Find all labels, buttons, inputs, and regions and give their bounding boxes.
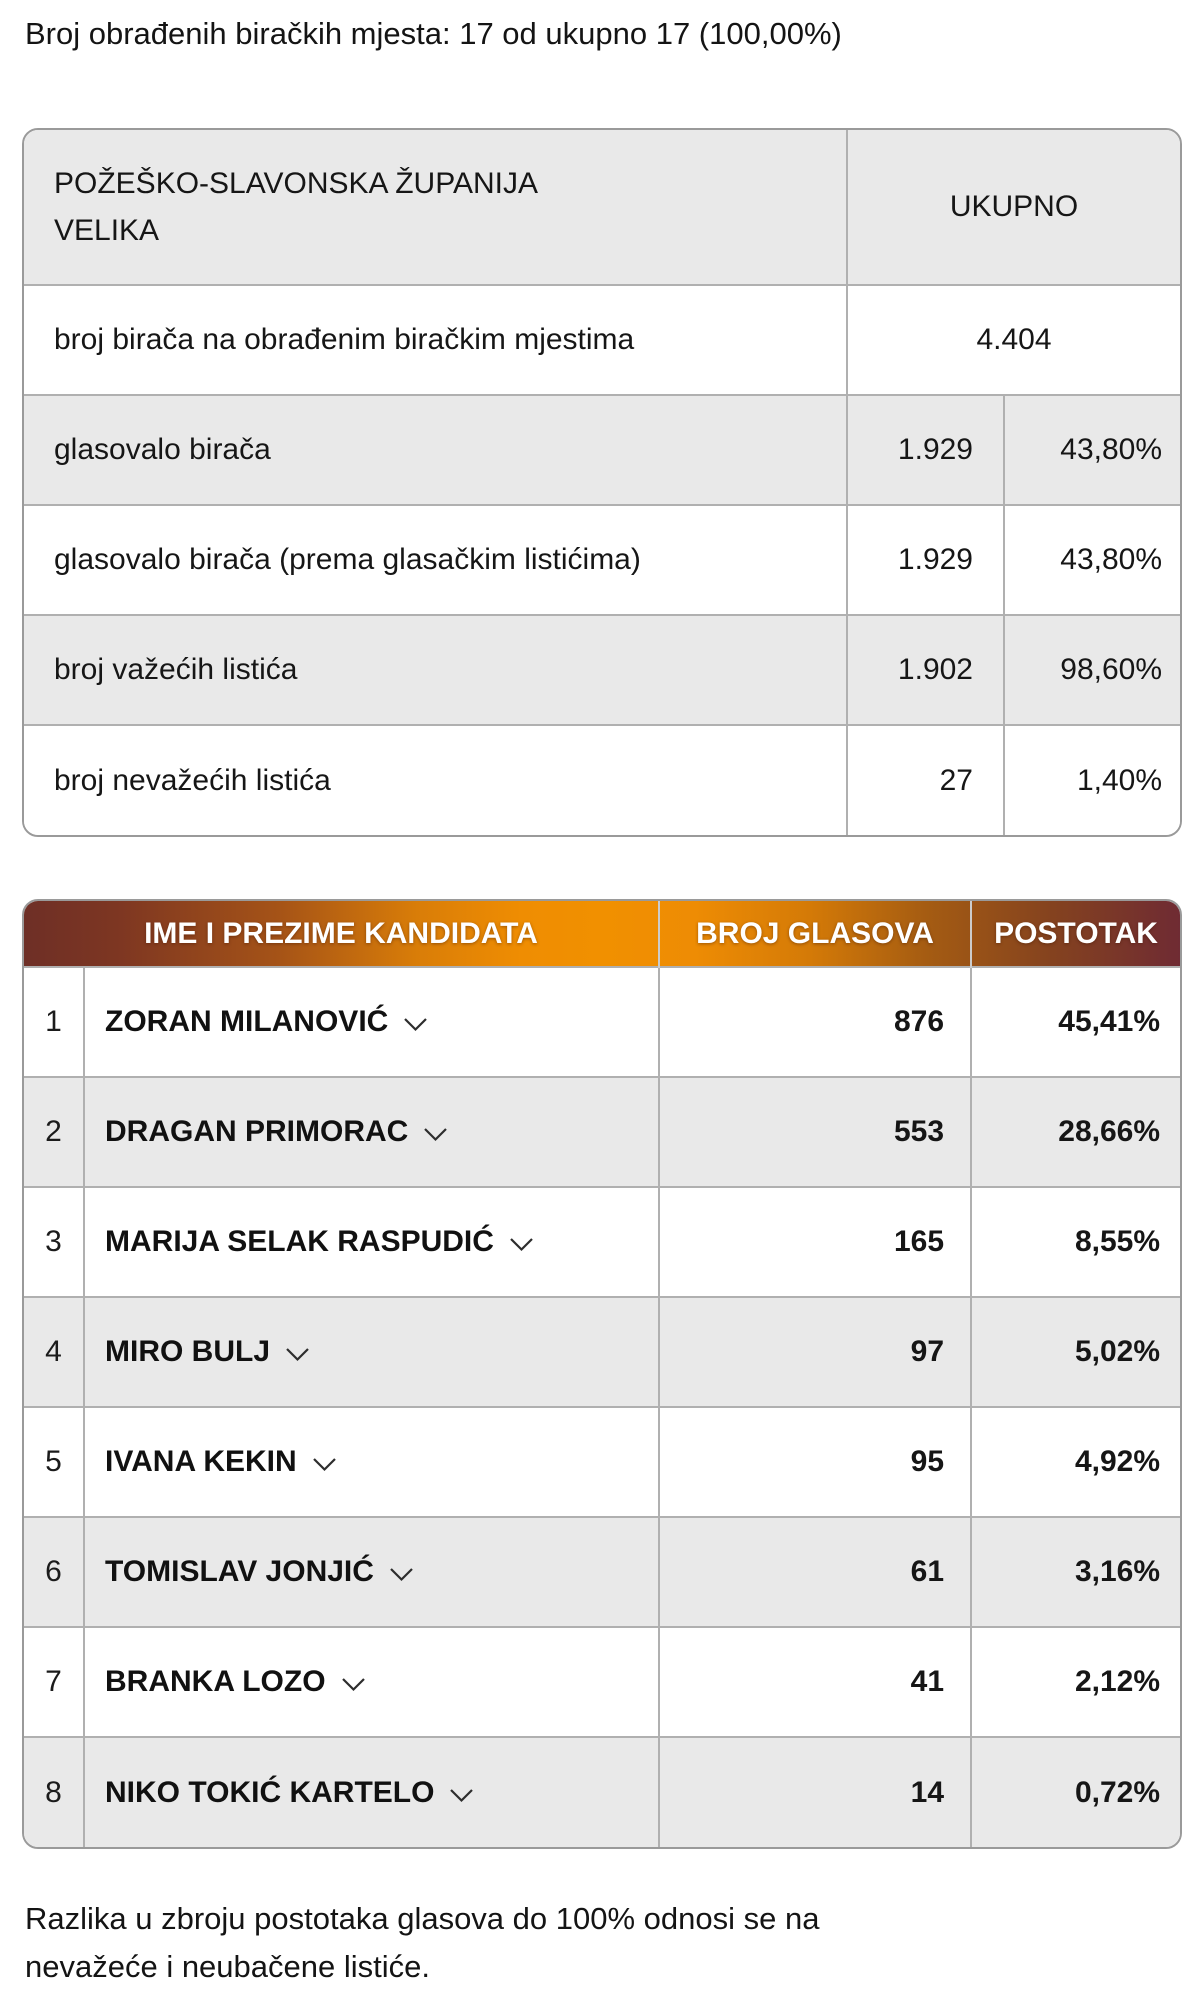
candidate-votes: 41	[658, 1626, 972, 1737]
region-name: POŽEŠKO-SLAVONSKA ŽUPANIJA	[54, 167, 539, 200]
candidate-rank: 8	[24, 1736, 84, 1847]
column-header-percent: POSTOTAK	[970, 901, 1180, 967]
note-line-2: nevažeće i neubačene listiće.	[25, 1949, 430, 1984]
chevron-down-icon[interactable]	[341, 1677, 366, 1696]
summary-row-label: glasovalo birača (prema glasačkim listić…	[24, 504, 847, 615]
candidate-row: 4 MIRO BULJ 97 5,02%	[24, 1296, 1180, 1407]
chevron-down-icon[interactable]	[403, 1017, 428, 1036]
candidate-name: IVANA KEKIN	[105, 1445, 297, 1478]
summary-row-value: 27	[846, 724, 1004, 835]
candidates-table-inner: IME I PREZIME KANDIDATA BROJ GLASOVA POS…	[24, 901, 1180, 1847]
summary-row-percent: 43,80%	[1002, 394, 1180, 505]
candidate-name-cell: MIRO BULJ	[82, 1296, 660, 1407]
municipality-name: VELIKA	[54, 214, 160, 247]
chevron-down-icon[interactable]	[312, 1457, 337, 1476]
column-header-candidate-name: IME I PREZIME KANDIDATA	[144, 916, 538, 950]
candidates-header-row: IME I PREZIME KANDIDATA BROJ GLASOVA POS…	[24, 901, 1180, 967]
summary-table-inner: POŽEŠKO-SLAVONSKA ŽUPANIJA VELIKA UKUPNO…	[24, 130, 1180, 835]
candidate-percent: 8,55%	[970, 1186, 1180, 1297]
summary-row-value: 1.929	[846, 394, 1004, 505]
candidate-votes: 165	[658, 1186, 972, 1297]
summary-row-percent: 1,40%	[1002, 724, 1180, 835]
chevron-down-icon[interactable]	[509, 1237, 534, 1256]
candidate-name: MARIJA SELAK RASPUDIĆ	[105, 1225, 494, 1258]
summary-row-valid-ballots: broj važećih listića 1.902 98,60%	[24, 614, 1180, 725]
candidate-name: DRAGAN PRIMORAC	[105, 1115, 409, 1148]
candidate-name: TOMISLAV JONJIĆ	[105, 1555, 374, 1588]
column-header-votes: BROJ GLASOVA	[658, 901, 972, 967]
candidate-rank: 3	[24, 1186, 84, 1297]
chevron-down-icon[interactable]	[449, 1788, 474, 1807]
candidate-name: MIRO BULJ	[105, 1335, 270, 1368]
candidate-votes: 61	[658, 1516, 972, 1627]
processed-stations-note: Broj obrađenih biračkih mjesta: 17 od uk…	[25, 16, 842, 51]
percentage-difference-note: Razlika u zbroju postotaka glasova do 10…	[25, 1895, 1178, 1991]
candidate-rank: 1	[24, 966, 84, 1077]
summary-row-invalid-ballots: broj nevažećih listića 27 1,40%	[24, 724, 1180, 835]
candidate-rank: 2	[24, 1076, 84, 1187]
candidate-votes: 95	[658, 1406, 972, 1517]
candidate-percent: 4,92%	[970, 1406, 1180, 1517]
candidate-rank: 7	[24, 1626, 84, 1737]
summary-row-label: broj nevažećih listića	[24, 724, 847, 835]
note-line-1: Razlika u zbroju postotaka glasova do 10…	[25, 1901, 820, 1936]
summary-row-value: 4.404	[845, 284, 1180, 395]
candidate-row: 1 ZORAN MILANOVIĆ 876 45,41%	[24, 966, 1180, 1077]
candidate-row: 5 IVANA KEKIN 95 4,92%	[24, 1406, 1180, 1517]
summary-row-turnout-ballots: glasovalo birača (prema glasačkim listić…	[24, 504, 1180, 615]
candidate-name-cell: NIKO TOKIĆ KARTELO	[82, 1736, 660, 1847]
candidate-percent: 3,16%	[970, 1516, 1180, 1627]
candidate-percent: 45,41%	[970, 966, 1180, 1077]
summary-row-value: 1.929	[846, 504, 1004, 615]
summary-row-label: broj važećih listića	[24, 614, 847, 725]
candidate-votes: 14	[658, 1736, 972, 1847]
candidate-name-cell: DRAGAN PRIMORAC	[82, 1076, 660, 1187]
candidate-name-cell: IVANA KEKIN	[82, 1406, 660, 1517]
chevron-down-icon[interactable]	[389, 1567, 414, 1586]
candidate-votes: 553	[658, 1076, 972, 1187]
candidates-table: IME I PREZIME KANDIDATA BROJ GLASOVA POS…	[22, 899, 1182, 1849]
candidate-name: NIKO TOKIĆ KARTELO	[105, 1775, 435, 1809]
candidate-votes: 876	[658, 966, 972, 1077]
summary-row-turnout: glasovalo birača 1.929 43,80%	[24, 394, 1180, 505]
summary-table: POŽEŠKO-SLAVONSKA ŽUPANIJA VELIKA UKUPNO…	[22, 128, 1182, 837]
candidate-name-cell: TOMISLAV JONJIĆ	[82, 1516, 660, 1627]
summary-row-value: 1.902	[846, 614, 1004, 725]
total-column-header: UKUPNO	[845, 130, 1180, 285]
summary-row-label: broj birača na obrađenim biračkim mjesti…	[24, 284, 847, 395]
summary-row-voters-total: broj birača na obrađenim biračkim mjesti…	[24, 284, 1180, 395]
summary-row-label: glasovalo birača	[24, 394, 847, 505]
summary-row-percent: 98,60%	[1002, 614, 1180, 725]
candidate-rank: 6	[24, 1516, 84, 1627]
candidate-percent: 5,02%	[970, 1296, 1180, 1407]
candidate-rank: 4	[24, 1296, 84, 1407]
candidate-row: 7 BRANKA LOZO 41 2,12%	[24, 1626, 1180, 1737]
summary-header-row: POŽEŠKO-SLAVONSKA ŽUPANIJA VELIKA UKUPNO	[24, 130, 1180, 285]
candidate-rank: 5	[24, 1406, 84, 1517]
candidate-row: 8 NIKO TOKIĆ KARTELO 14 0,72%	[24, 1736, 1180, 1847]
candidate-name: BRANKA LOZO	[105, 1665, 326, 1698]
candidate-name: ZORAN MILANOVIĆ	[105, 1005, 389, 1038]
summary-row-percent: 43,80%	[1002, 504, 1180, 615]
candidate-row: 6 TOMISLAV JONJIĆ 61 3,16%	[24, 1516, 1180, 1627]
candidate-name-cell: BRANKA LOZO	[82, 1626, 660, 1737]
candidate-name-cell: ZORAN MILANOVIĆ	[82, 966, 660, 1077]
candidate-percent: 28,66%	[970, 1076, 1180, 1187]
candidate-row: 2 DRAGAN PRIMORAC 553 28,66%	[24, 1076, 1180, 1187]
region-title-cell: POŽEŠKO-SLAVONSKA ŽUPANIJA VELIKA	[24, 130, 847, 285]
candidate-row: 3 MARIJA SELAK RASPUDIĆ 165 8,55%	[24, 1186, 1180, 1297]
chevron-down-icon[interactable]	[423, 1127, 448, 1146]
candidate-name-cell: MARIJA SELAK RASPUDIĆ	[82, 1186, 660, 1297]
chevron-down-icon[interactable]	[285, 1347, 310, 1366]
candidate-votes: 97	[658, 1296, 972, 1407]
candidate-percent: 0,72%	[970, 1736, 1180, 1847]
candidate-percent: 2,12%	[970, 1626, 1180, 1737]
